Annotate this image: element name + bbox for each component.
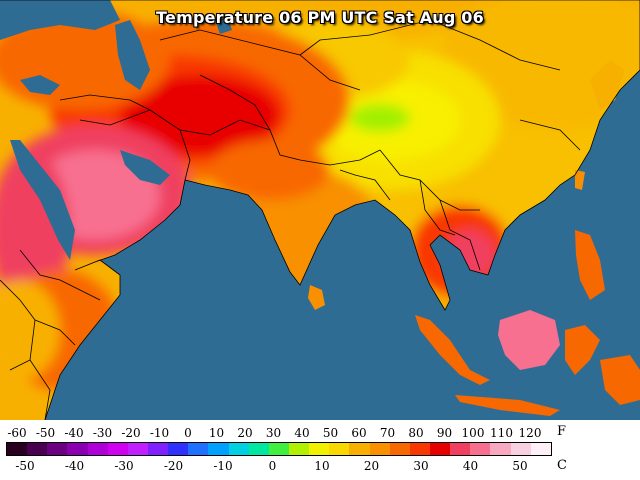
color-swatch [188,443,209,455]
celsius-tick: 20 [363,459,380,473]
color-swatch [168,443,189,455]
celsius-tick: 30 [413,459,429,473]
temperature-legend: -60 -50 -40 -30 -20 -10 0 10 20 30 40 50 60 70 80 90 100… [0,420,640,480]
fahrenheit-tick: 120 [518,426,542,440]
celsius-tick: 10 [314,459,330,473]
color-swatch [470,443,491,455]
color-swatch [530,443,551,455]
color-swatch [107,443,128,455]
fahrenheit-tick: 10 [208,426,225,440]
color-swatch [208,443,229,455]
color-swatch [450,443,471,455]
fahrenheit-tick: -20 [121,426,141,440]
color-swatch [268,443,289,455]
color-swatch [47,443,68,455]
fahrenheit-tick: 60 [351,426,367,440]
color-swatch [369,443,390,455]
color-swatch [409,443,430,455]
color-swatch [510,443,531,455]
fahrenheit-tick: -50 [35,426,56,440]
map-canvas [0,0,640,420]
celsius-tick: -40 [64,459,85,473]
color-swatch [429,443,451,455]
map-title: Temperature 06 PM UTC Sat Aug 06 [156,8,484,27]
islands [308,60,640,416]
fahrenheit-tick: 0 [184,426,192,440]
borders [0,0,640,420]
color-swatch [127,443,148,455]
fahrenheit-tick: -30 [92,426,113,440]
color-swatch [309,443,330,455]
color-swatch [228,443,249,455]
color-swatch [27,443,48,455]
celsius-tick: -10 [213,459,233,473]
color-swatch [147,443,169,455]
color-swatch [67,443,88,455]
color-swatch [7,443,28,455]
fahrenheit-tick: 50 [322,426,339,440]
celsius-tick: -30 [114,459,134,473]
color-scale-bar [6,442,552,456]
color-swatch [288,443,310,455]
inland-water [0,0,232,260]
fahrenheit-tick: 30 [265,426,282,440]
color-swatch [329,443,350,455]
celsius-tick: -50 [15,459,35,473]
color-swatch [87,443,108,455]
celsius-tick: -20 [163,459,184,473]
celsius-tick: 40 [462,459,479,473]
temperature-map: Temperature 06 PM UTC Sat Aug 06 [0,0,640,420]
color-swatch [490,443,511,455]
color-swatch [389,443,410,455]
fahrenheit-tick: 80 [408,426,424,440]
color-swatch [349,443,370,455]
celsius-unit: C [557,458,567,473]
celsius-tick: 50 [512,459,528,473]
color-swatch [248,443,269,455]
fahrenheit-tick: -60 [7,426,27,440]
fahrenheit-tick: 110 [490,426,513,440]
fahrenheit-tick: 70 [379,426,396,440]
fahrenheit-tick: 100 [461,426,485,440]
fahrenheit-tick: 90 [436,426,453,440]
fahrenheit-unit: F [557,424,567,439]
fahrenheit-tick: 40 [294,426,310,440]
fahrenheit-tick: -10 [149,426,170,440]
celsius-tick: 0 [268,459,277,473]
fahrenheit-tick: -40 [64,426,84,440]
fahrenheit-tick: 20 [237,426,253,440]
